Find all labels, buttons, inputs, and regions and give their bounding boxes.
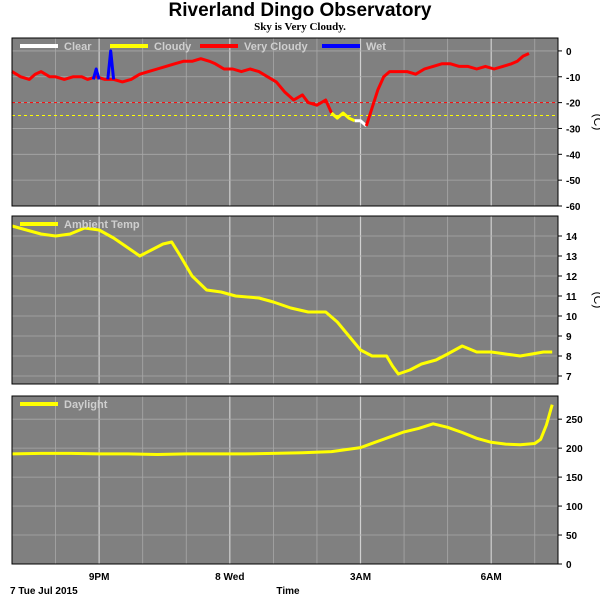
- start-date-label: 7 Tue Jul 2015: [10, 586, 78, 597]
- y-tick-label: 200: [566, 444, 583, 455]
- y-tick-label: 8: [566, 352, 572, 363]
- series-line: [330, 111, 356, 123]
- y-tick-label: -30: [566, 124, 581, 135]
- plot-area: [12, 216, 558, 384]
- y-tick-label: 150: [566, 473, 583, 484]
- y-tick-label: -60: [566, 202, 581, 213]
- y-tick-label: 0: [566, 560, 572, 571]
- y-tick-label: 0: [566, 47, 572, 58]
- daylight-panel: 250 200 150 100 50 0 Daylight: [11, 395, 583, 571]
- legend-label: Ambient Temp: [64, 219, 140, 231]
- x-tick-label: 8 Wed: [215, 572, 244, 583]
- y-unit-label: (C): [591, 292, 600, 309]
- series-line: [11, 57, 333, 114]
- x-axis-title: Time: [276, 586, 300, 597]
- legend-label: Daylight: [64, 399, 108, 411]
- sky-status-subtitle: Sky is Very Cloudy.: [254, 21, 346, 33]
- y-tick-label: 7: [566, 372, 572, 383]
- y-tick-label: 14: [566, 232, 578, 243]
- y-tick-label: 11: [566, 292, 577, 303]
- x-tick-label: 3AM: [350, 572, 371, 583]
- y-tick-label: 12: [566, 272, 578, 283]
- y-tick-label: 50: [566, 531, 578, 542]
- cloud-panel: 0 -10 -20 -30 -40 -50 -60 Clear Cloudy Very Cloud…: [11, 37, 600, 213]
- plot-area: [12, 396, 558, 564]
- y-tick-label: 100: [566, 502, 583, 513]
- page-title: Riverland Dingo Observatory: [168, 0, 432, 21]
- series-line: [106, 49, 116, 80]
- series-line: [354, 119, 368, 128]
- plot-frame: [11, 395, 559, 565]
- plot-frame: [11, 37, 559, 207]
- y-tick-label: 9: [566, 332, 572, 343]
- series-line: [11, 224, 553, 376]
- ambient-panel: 14 13 12 11 10 9 8 7 Ambient Temp (C): [11, 215, 600, 385]
- series-line: [364, 52, 530, 127]
- y-tick-label: -50: [566, 176, 581, 187]
- y-tick-label: 250: [566, 415, 583, 426]
- y-tick-label: -40: [566, 150, 581, 161]
- legend-label: Wet: [366, 41, 386, 53]
- y-tick-label: 10: [566, 312, 578, 323]
- legend-label: Very Cloudy: [244, 41, 308, 53]
- legend-label: Clear: [64, 41, 92, 53]
- series-line: [91, 67, 101, 80]
- series-line: [11, 404, 554, 456]
- x-tick-label: 9PM: [89, 572, 110, 583]
- y-tick-label: -20: [566, 99, 581, 110]
- plot-area: [12, 38, 558, 206]
- y-tick-label: 13: [566, 252, 578, 263]
- plot-frame: [11, 215, 559, 385]
- y-unit-label: (C): [591, 114, 600, 131]
- y-tick-label: -10: [566, 73, 581, 84]
- legend-label: Cloudy: [154, 41, 192, 53]
- x-tick-label: 6AM: [481, 572, 502, 583]
